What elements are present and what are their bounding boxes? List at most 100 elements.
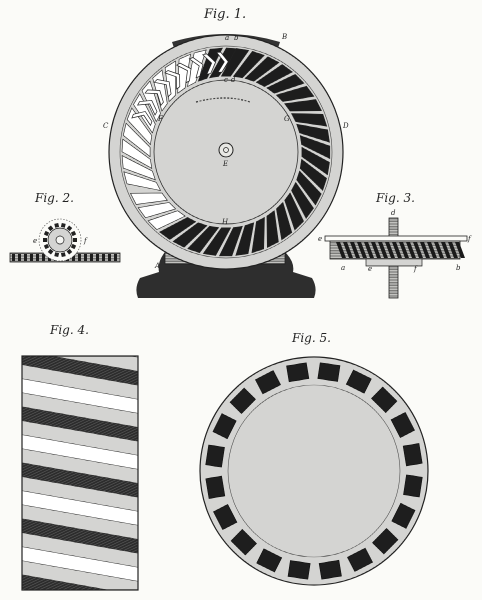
fig2-rack-tooth — [42, 254, 45, 261]
fig5-slot — [372, 528, 399, 555]
fig3-label-b: b — [456, 264, 461, 272]
fig5-slot — [286, 362, 310, 383]
fig1-label-a: a — [225, 34, 229, 42]
fig1-teeth-ring — [121, 47, 331, 257]
fig4-caption: Fig. 4. — [49, 323, 89, 337]
fig3-label-e2: e — [368, 265, 372, 273]
fig5-slot — [390, 412, 415, 438]
fig2-pinion-tooth — [73, 238, 77, 242]
fig5-slot — [318, 559, 342, 580]
fig2-label-f: f — [83, 237, 88, 245]
fig2-rack-tooth — [36, 254, 39, 261]
fig3-tooth — [427, 242, 437, 258]
fig1-label-F: F — [157, 115, 164, 123]
fig1-dark-tooth — [202, 227, 232, 256]
fig1-label-A: A — [154, 262, 160, 270]
fig2-pinion-tooth — [54, 223, 60, 228]
fig1-white-slot — [187, 49, 207, 88]
fig2-rack-tooth — [12, 254, 15, 261]
fig1-chevron-tooth — [215, 51, 229, 73]
fig5-slot — [255, 370, 281, 395]
fig3-tooth — [357, 242, 367, 258]
fig3-tooth — [371, 242, 381, 258]
fig1-dark-tooth — [296, 170, 322, 206]
fig4-dark-band — [22, 462, 138, 498]
fig1-dark-tooth — [219, 225, 243, 257]
fig1-dark-tooth — [290, 113, 328, 127]
fig1-label-H: H — [221, 218, 229, 226]
fig1-chevron-tooth — [175, 62, 192, 84]
fig5-slot — [371, 386, 398, 413]
fig2-pinion-teeth — [43, 223, 77, 257]
fig4-light-band — [22, 546, 138, 582]
fig2-rack-tooth — [30, 254, 33, 261]
fig5-slot — [402, 443, 423, 467]
fig3-tooth — [413, 242, 423, 258]
fig1-white-slot — [121, 138, 153, 169]
fig2-pinion-tooth — [60, 252, 66, 257]
fig1-dark-tooth — [251, 216, 265, 254]
fig4-dark-band — [22, 406, 138, 442]
fig1-dark-tooth — [255, 64, 293, 87]
fig3-helical-teeth — [336, 242, 465, 258]
fig3-tooth — [385, 242, 395, 258]
fig3-caption: Fig. 3. — [375, 191, 415, 205]
fig3-tooth — [420, 242, 430, 258]
fig5-slot — [213, 504, 238, 530]
fig3-label-f2: f — [413, 265, 418, 273]
fig2-rack-tooth — [90, 254, 93, 261]
fig1-white-slot — [121, 155, 156, 181]
fig1-dark-tooth — [284, 99, 322, 112]
fig4-light-band — [22, 490, 138, 526]
fig2-rack-tooth — [24, 254, 27, 261]
fig5-disc — [199, 356, 429, 586]
fig2-pinion-hub — [55, 235, 65, 245]
fig1-dark-tooth — [197, 47, 223, 82]
fig5-slot — [256, 548, 283, 573]
fig3-tooth — [343, 242, 353, 258]
figure-3: Fig. 3. d e f a e f b — [318, 191, 472, 299]
fig1-white-slot — [130, 192, 168, 205]
fig2-rack-tooth — [78, 254, 81, 261]
fig1-hub — [218, 142, 234, 158]
fig4-frame — [21, 355, 139, 591]
fig1-dark-tooth — [296, 123, 330, 143]
fig5-slot — [205, 475, 226, 499]
fig5-slot — [230, 529, 257, 556]
fig4-dark-band — [22, 518, 138, 554]
fig5-slot — [345, 369, 372, 394]
fig1-chevron-tooth — [131, 111, 153, 127]
fig2-pinion-tooth — [70, 243, 77, 250]
fig1-hub-center — [223, 147, 229, 153]
fig1-dark-tooth — [235, 222, 255, 256]
fig3-tooth — [336, 242, 346, 258]
fig1-dark-tooth — [187, 225, 220, 253]
fig5-slot — [403, 474, 423, 498]
fig1-white-slot — [147, 210, 186, 230]
fig1-label-d: d — [231, 76, 236, 84]
fig4-light-band — [22, 434, 138, 470]
fig1-dark-tooth — [159, 217, 197, 240]
fig1-inner-arc — [195, 97, 251, 103]
fig2-rack-tooth — [96, 254, 99, 261]
fig1-top-lug — [172, 34, 280, 48]
fig4-light-band — [18, 266, 142, 302]
fig1-dark-tooth — [301, 146, 330, 176]
fig1-dark-tooth — [232, 51, 265, 79]
fig3-tooth — [448, 242, 458, 258]
fig1-white-slot — [137, 202, 177, 219]
fig2-rack-tooth — [102, 254, 105, 261]
fig2-rack-tooth — [108, 254, 111, 261]
fig1-label-G: G — [284, 115, 290, 123]
fig2-pinion-tooth — [54, 252, 60, 257]
fig4-light-band — [22, 378, 138, 414]
fig1-label-E: E — [222, 160, 228, 168]
fig2-label-e: e — [33, 237, 37, 245]
fig3-hub — [365, 258, 423, 267]
fig2-pinion-tooth — [43, 230, 50, 237]
fig1-chevron-tooth — [153, 79, 172, 98]
fig5-caption: Fig. 5. — [291, 331, 331, 345]
fig5-inner-circle — [227, 384, 401, 558]
fig3-top-bar — [324, 235, 468, 242]
figure-5: Fig. 5. — [199, 331, 429, 586]
